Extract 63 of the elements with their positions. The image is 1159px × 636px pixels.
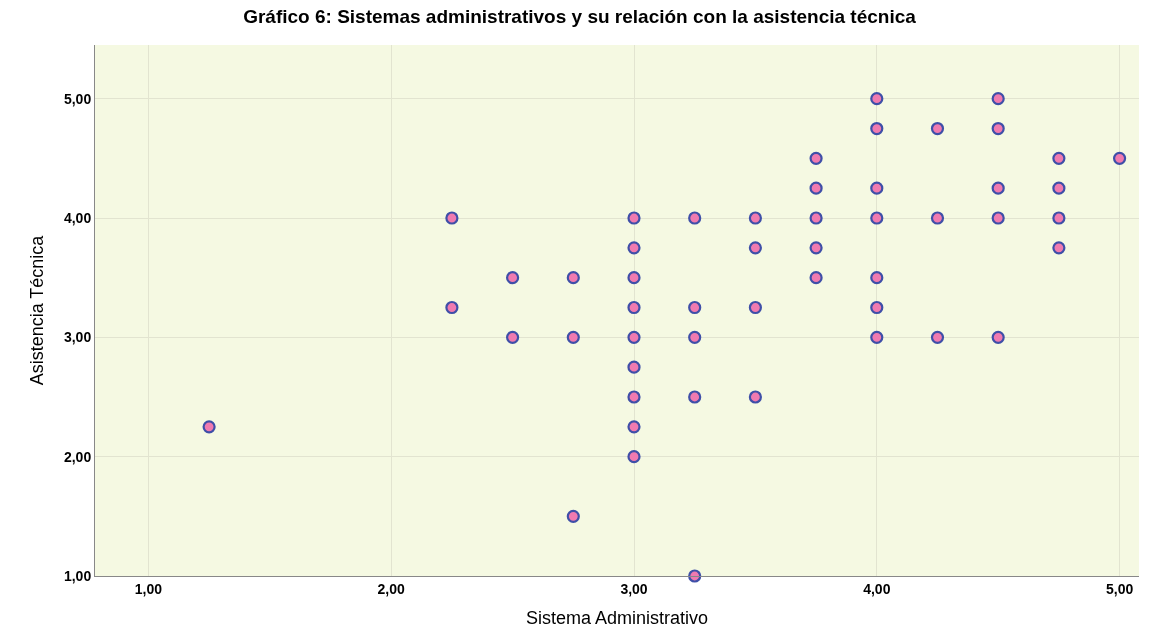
point: [809, 241, 823, 255]
point: [688, 300, 702, 315]
y-tick-label: 4,00: [63, 209, 92, 226]
point: [1052, 211, 1066, 225]
point: [809, 181, 823, 195]
point: [748, 211, 762, 225]
x-tick-label: 1,00: [134, 580, 163, 597]
point: [566, 509, 580, 523]
point: [991, 330, 1005, 344]
point: [991, 211, 1005, 225]
x-tick-label: 2,00: [377, 580, 406, 597]
point: [688, 211, 702, 225]
y-tick-label: 5,00: [63, 90, 92, 107]
point: [991, 181, 1005, 195]
point: [870, 271, 884, 285]
point: [202, 420, 216, 434]
chart-title: Gráfico 6: Sistemas administrativos y su relación con la asistencia técnica: [243, 5, 917, 27]
point: [627, 360, 641, 374]
point: [809, 211, 823, 225]
point: [566, 330, 580, 344]
point: [991, 121, 1005, 136]
point: [1052, 181, 1066, 195]
point: [991, 92, 1005, 106]
point: [627, 390, 641, 404]
point: [627, 211, 641, 225]
point: [870, 121, 884, 136]
point: [870, 330, 884, 344]
point: [870, 181, 884, 195]
point: [445, 300, 459, 315]
point: [870, 92, 884, 106]
point: [809, 271, 823, 285]
point: [627, 450, 641, 464]
point: [627, 330, 641, 344]
point: [930, 121, 945, 136]
point: [1052, 241, 1066, 255]
point: [748, 300, 762, 315]
x-tick-label: 3,00: [620, 580, 648, 597]
y-tick-label: 3,00: [63, 329, 92, 346]
point: [688, 390, 702, 404]
point: [809, 151, 823, 165]
point: [930, 330, 945, 344]
point: [445, 211, 459, 225]
point: [627, 271, 641, 285]
point: [506, 330, 520, 344]
point: [1052, 151, 1066, 165]
point: [627, 300, 641, 315]
y-axis-title: Asistencia Técnica: [27, 234, 48, 386]
point: [566, 271, 580, 285]
y-tick-label: 1,00: [63, 567, 92, 584]
x-tick-label: 4,00: [863, 580, 891, 597]
point: [748, 241, 762, 255]
point: [1112, 151, 1127, 165]
point: [930, 211, 945, 225]
y-tick-label: 2,00: [63, 448, 92, 465]
x-axis-title: Sistema Administrativo: [525, 607, 709, 628]
point: [870, 211, 884, 225]
x-tick-label: 5,00: [1105, 580, 1134, 597]
point: [688, 330, 702, 344]
point: [627, 420, 641, 434]
point: [506, 271, 520, 285]
point: [748, 390, 762, 404]
point: [870, 300, 884, 315]
point: [627, 241, 641, 255]
